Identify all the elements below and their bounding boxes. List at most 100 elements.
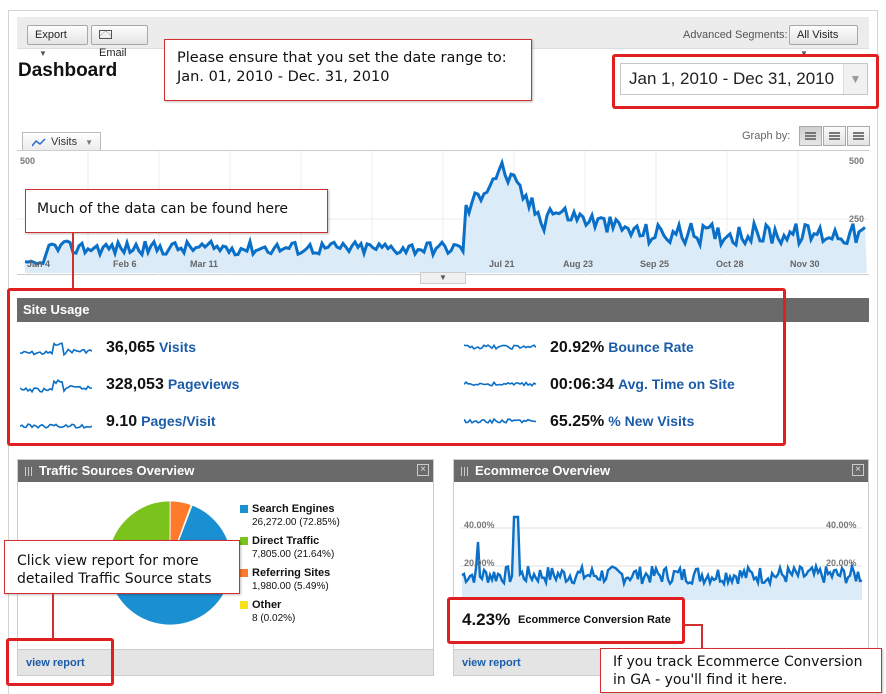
graph-by-week-button[interactable] <box>823 126 846 146</box>
x-axis-label: Nov 30 <box>790 259 820 269</box>
conversion-rate-value: 4.23% <box>462 610 511 629</box>
conversion-rate-box: 4.23% Ecommerce Conversion Rate <box>448 598 684 644</box>
ecommerce-line-chart <box>460 515 863 600</box>
email-button[interactable]: Email <box>91 25 148 59</box>
line-chart-icon <box>32 138 46 147</box>
metric-link[interactable]: Visits <box>158 339 197 355</box>
sparkline <box>20 423 92 429</box>
metric-avg-time-on-site: 00:06:34 Avg. Time on Site <box>550 376 735 394</box>
ecommerce-header: Ecommerce Overview × <box>454 460 868 482</box>
callout-pointer-line <box>52 594 54 640</box>
metric-value: 00:06:34 <box>550 376 615 393</box>
collapse-graph-toggle[interactable]: ▼ <box>420 272 466 284</box>
legend-item: Other 8 (0.02%) <box>240 599 296 625</box>
y-axis-mid-right: 250 <box>849 214 865 224</box>
chevron-down-icon: ▼ <box>39 49 47 58</box>
metric-link[interactable]: % New Visits <box>608 413 695 429</box>
graph-by-month-button[interactable] <box>847 126 870 146</box>
callout-date-line1: Please ensure that you set the date rang… <box>177 50 507 66</box>
x-axis-label: Jan 4 <box>27 259 51 269</box>
visits-graph <box>17 150 869 275</box>
view-report-highlight-box <box>6 638 114 686</box>
traffic-view-report-link[interactable]: view report <box>26 657 85 669</box>
email-label: Email <box>99 47 127 59</box>
ecommerce-callout: If you track Ecommerce Conversion in GA … <box>600 648 882 693</box>
calendar-month-icon <box>853 132 864 140</box>
sparkline <box>20 378 92 394</box>
metric-value: 65.25% <box>550 413 605 430</box>
chevron-down-icon: ▼ <box>439 273 447 282</box>
segments-value: All Visits <box>797 29 839 41</box>
date-range-callout: Please ensure that you set the date rang… <box>164 39 532 101</box>
close-icon[interactable]: × <box>852 464 864 476</box>
ecom-y-mid-right: 20.00% <box>826 558 857 568</box>
metric-visits: 36,065 Visits <box>106 339 196 357</box>
metric--new-visits: 65.25%% New Visits <box>550 413 694 431</box>
y-axis-top-right: 500 <box>849 156 865 166</box>
ecom-y-top-left: 40.00% <box>464 520 495 530</box>
chevron-down-icon: ▼ <box>85 138 94 147</box>
y-axis-top-left: 500 <box>20 156 36 166</box>
graph-by-label: Graph by: <box>742 130 791 142</box>
traffic-sources-header: Traffic Sources Overview × <box>18 460 433 482</box>
ecommerce-title: Ecommerce Overview <box>475 463 611 478</box>
calendar-day-icon <box>805 132 816 140</box>
legend-name: Other <box>252 599 282 611</box>
callout-ecom-line1: If you track Ecommerce Conversion <box>613 654 863 670</box>
legend-swatch <box>240 537 248 545</box>
conversion-rate-label: Ecommerce Conversion Rate <box>518 614 671 626</box>
metric-value: 20.92% <box>550 339 605 356</box>
drag-handle-icon[interactable] <box>25 467 34 476</box>
site-usage-highlight-box <box>7 288 786 446</box>
x-axis-label: Feb 6 <box>113 259 137 269</box>
data-location-callout: Much of the data can be found here <box>25 189 328 233</box>
metric-link[interactable]: Pages/Visit <box>141 413 216 429</box>
date-highlight-box <box>612 54 879 109</box>
callout-ecom-line2: in GA - you'll find it here. <box>613 672 788 688</box>
sparkline <box>464 343 536 351</box>
metric-link[interactable]: Avg. Time on Site <box>618 376 735 392</box>
date-range-picker[interactable]: Jan 1, 2010 - Dec 31, 2010 ▼ <box>620 63 868 95</box>
ecom-y-top-right: 40.00% <box>826 520 857 530</box>
close-icon[interactable]: × <box>417 464 429 476</box>
legend-item: Direct Traffic 7,805.00 (21.64%) <box>240 535 335 561</box>
page-title: Dashboard <box>18 60 118 81</box>
callout-pointer-line <box>72 233 74 291</box>
metric-selector-label: Visits <box>51 136 78 148</box>
advanced-segments-label: Advanced Segments: <box>683 29 788 41</box>
legend-swatch <box>240 601 248 609</box>
chevron-down-icon: ▼ <box>800 49 808 58</box>
legend-name: Search Engines <box>252 503 335 515</box>
legend-swatch <box>240 505 248 513</box>
legend-swatch <box>240 569 248 577</box>
legend-name: Direct Traffic <box>252 535 320 547</box>
x-axis-label: Sep 25 <box>640 259 670 269</box>
x-axis-label: Jul 21 <box>489 259 515 269</box>
export-button[interactable]: Export ▼ <box>27 25 88 58</box>
ecom-y-mid-left: 20.00% <box>464 558 495 568</box>
x-axis-label: Mar 11 <box>190 259 219 269</box>
legend-value: 8 (0.02%) <box>252 613 296 624</box>
calendar-week-icon <box>829 132 840 140</box>
callout-date-line2: Jan. 01, 2010 - Dec. 31, 2010 <box>177 69 390 85</box>
ecommerce-view-report-link[interactable]: view report <box>462 657 521 669</box>
legend-value: 7,805.00 (21.64%) <box>252 549 335 560</box>
traffic-sources-title: Traffic Sources Overview <box>39 463 195 478</box>
x-axis-label: Oct 28 <box>716 259 744 269</box>
envelope-icon <box>99 30 112 39</box>
sparkline <box>464 380 536 387</box>
metric-selector-tab[interactable]: Visits ▼ <box>22 132 101 151</box>
graph-by-day-button[interactable] <box>799 126 822 146</box>
conversion-highlight-box <box>447 597 685 644</box>
metric-link[interactable]: Bounce Rate <box>608 339 694 355</box>
callout-traffic-line2: detailed Traffic Source stats <box>17 571 212 587</box>
metric-value: 328,053 <box>106 376 164 393</box>
metric-link[interactable]: Pageviews <box>167 376 240 392</box>
metric-value: 9.10 <box>106 413 138 430</box>
segments-select[interactable]: All Visits ▼ <box>789 25 858 58</box>
sparkline <box>464 417 536 425</box>
legend-name: Referring Sites <box>252 567 331 579</box>
drag-handle-icon[interactable] <box>461 467 470 476</box>
callout-pointer-line <box>684 624 702 626</box>
date-range-value: Jan 1, 2010 - Dec 31, 2010 <box>629 69 835 88</box>
